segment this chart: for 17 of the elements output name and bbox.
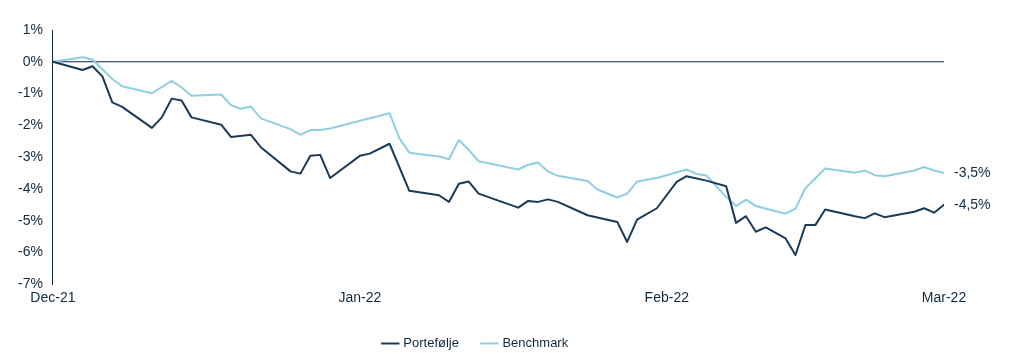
y-tick-label: 1% (22, 20, 43, 37)
annotation: -3,5% (954, 163, 991, 180)
y-tick-label: -7% (17, 275, 43, 292)
y-tick-label: -2% (17, 116, 43, 133)
annotation: -4,5% (954, 195, 991, 212)
x-tick-label: Jan-22 (338, 289, 382, 306)
y-tick-label: -1% (17, 84, 43, 101)
y-tick-label: -3% (17, 147, 43, 164)
legend-label: Portefølje (403, 335, 459, 351)
y-tick-label: -5% (17, 211, 43, 228)
y-tick-label: 0% (22, 52, 43, 69)
x-tick-label: Dec-21 (30, 289, 76, 306)
y-tick-label: -4% (17, 179, 43, 196)
legend-label: Benchmark (502, 335, 569, 351)
x-tick-label: Mar-22 (921, 289, 967, 306)
x-tick-label: Feb-22 (644, 289, 690, 306)
y-tick-label: -6% (17, 243, 43, 260)
